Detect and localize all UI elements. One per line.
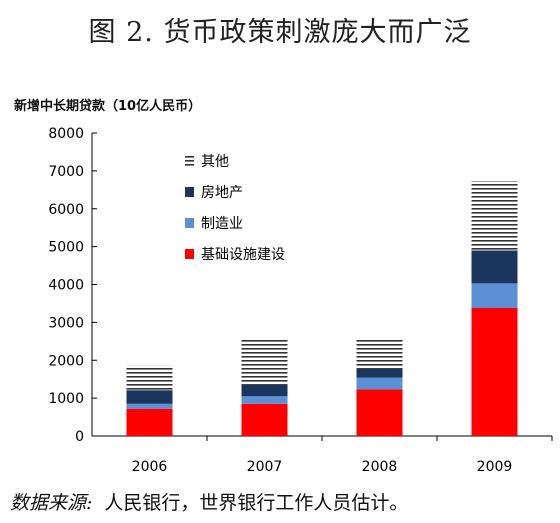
bar-segment [241, 403, 288, 436]
y-tick-label: 0 [75, 429, 84, 445]
bar-segment [241, 339, 288, 385]
y-axis-title: 新增中长期贷款（10亿人民币） [14, 99, 202, 114]
y-tick-label: 3000 [48, 315, 84, 331]
y-tick-label: 1000 [48, 391, 84, 407]
bar-segment [126, 365, 173, 391]
source-note: 数据来源: 人民银行，世界银行工作人员估计。 [10, 488, 408, 515]
x-tick-label: 2008 [362, 459, 398, 475]
y-tick-label: 8000 [48, 126, 84, 142]
legend-swatch [185, 249, 194, 259]
legend-label: 制造业 [201, 216, 243, 232]
bar-segment [471, 307, 518, 436]
bar-segment [356, 377, 403, 390]
bar-segment [241, 396, 288, 404]
bar-segment [356, 368, 403, 378]
bar-segment [471, 181, 518, 251]
bars [126, 181, 518, 436]
legend-label: 其他 [201, 154, 229, 170]
y-tick-label: 5000 [48, 240, 84, 256]
bar-segment [126, 403, 173, 409]
page-title: 图 2. 货币政策刺激庞大而广泛 [88, 17, 472, 48]
bar-segment [356, 339, 403, 369]
bar-segment [126, 408, 173, 436]
x-tick-label: 2006 [132, 459, 168, 475]
axes: 0 1000 2000 3000 4000 5000 6000 7000 8000 2006 200… [48, 126, 553, 475]
y-tick-label: 6000 [48, 202, 84, 218]
bar-segment [356, 389, 403, 436]
bar-segment [241, 384, 288, 397]
legend-label: 基础设施建设 [201, 246, 285, 263]
x-tick-label: 2009 [477, 459, 513, 475]
legend-swatch [185, 187, 194, 197]
bar-segment [471, 250, 518, 284]
legend-swatch [185, 156, 194, 166]
x-tick-label: 2007 [247, 459, 283, 475]
y-tick-label: 4000 [48, 278, 84, 294]
y-tick-label: 7000 [48, 164, 84, 180]
bar-segment [126, 390, 173, 404]
legend-swatch [185, 218, 194, 228]
source-label: 数据来源: [10, 492, 93, 514]
bar-segment [471, 283, 518, 308]
source-text: 人民银行，世界银行工作人员估计。 [104, 492, 409, 514]
legend-label: 房地产 [201, 185, 243, 201]
y-tick-label: 2000 [48, 353, 84, 369]
